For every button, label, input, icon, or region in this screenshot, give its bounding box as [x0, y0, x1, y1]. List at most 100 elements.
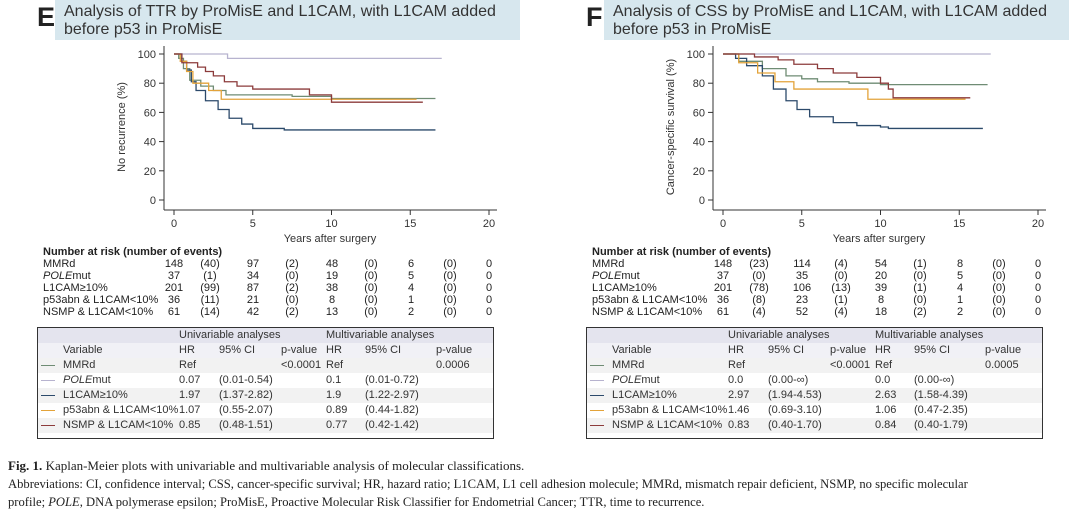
stats-cell: <0.0001 — [281, 359, 322, 371]
stats-cell: (0.00-∞) — [914, 374, 955, 386]
risk-count: (78) — [749, 282, 769, 294]
legend-line — [41, 395, 55, 397]
risk-count: 4 — [956, 282, 964, 294]
risk-count: 2 — [956, 306, 964, 318]
risk-count: 0 — [1034, 258, 1042, 270]
stats-cell: (0.42-1.42) — [365, 419, 419, 431]
x-tick-label: 20 — [483, 218, 495, 230]
risk-count: 37 — [716, 270, 730, 282]
risk-count: (0) — [913, 270, 927, 282]
stats-cell: 0.07 — [179, 374, 201, 386]
risk-count: 5 — [956, 270, 964, 282]
legend-line — [590, 410, 604, 412]
y-tick-label: 0 — [150, 195, 156, 207]
stats-cell: 0.0 — [875, 374, 891, 386]
legend-line — [590, 380, 604, 382]
stats-cell: (0.40-1.70) — [768, 419, 822, 431]
risk-count: 97 — [246, 258, 260, 270]
stats-cell: (0.48-1.51) — [219, 419, 273, 431]
variable-label: POLEmut — [612, 374, 660, 386]
stats-group-header-row: Univariable analyses Multivariable analys… — [38, 328, 493, 343]
caption-italic: POLE — [48, 495, 80, 509]
risk-count: 6 — [407, 258, 415, 270]
stats-cell: 1.06 — [875, 404, 897, 416]
variable-label: p53abn & L1CAM<10% — [63, 404, 178, 416]
km-curve-polemut — [174, 53, 442, 60]
x-tick-label: 0 — [171, 218, 177, 230]
risk-count: 39 — [874, 282, 888, 294]
risk-count: (4) — [834, 306, 848, 318]
stats-cell: (0.47-2.35) — [914, 404, 968, 416]
risk-count: 0 — [485, 270, 493, 282]
risk-count: 1 — [956, 294, 964, 306]
risk-count: 23 — [795, 294, 809, 306]
km-curve-l1cam-10- — [723, 53, 983, 130]
risk-count: (0) — [992, 282, 1006, 294]
risk-count: (2) — [913, 306, 927, 318]
y-tick-label: 60 — [693, 107, 705, 119]
y-tick-label: 100 — [687, 49, 705, 61]
y-tick-label: 60 — [144, 107, 156, 119]
stats-row: MMRd Ref <0.0001 Ref 0.0005 — [587, 358, 1042, 373]
risk-count: (0) — [992, 306, 1006, 318]
risk-count: (0) — [443, 306, 457, 318]
risk-count: (1) — [913, 282, 927, 294]
label-text: MMRd — [592, 258, 625, 270]
risk-count: (1) — [913, 258, 927, 270]
column-header: 95% CI — [219, 344, 256, 356]
y-tick-label: 20 — [144, 166, 156, 178]
risk-row-label: MMRd — [592, 258, 624, 270]
risk-row-label: L1CAM≥10% — [592, 282, 657, 294]
stats-table: Univariable analyses Multivariable analys… — [37, 327, 494, 439]
label-text: p53abn & L1CAM<10% — [63, 404, 179, 416]
risk-count: 36 — [716, 294, 730, 306]
stats-cell: 2.97 — [728, 389, 750, 401]
stats-cell: Ref — [326, 359, 344, 371]
risk-count: (8) — [752, 294, 766, 306]
risk-count: (0) — [443, 258, 457, 270]
panel-letter: E — [37, 2, 56, 32]
x-tick-label: 5 — [250, 218, 256, 230]
risk-count: 0 — [485, 258, 493, 270]
column-header: p-value — [436, 344, 473, 356]
stats-cell: 1.9 — [326, 389, 342, 401]
column-header: Variable — [63, 344, 103, 356]
stats-row: POLEmut 0.0 (0.00-∞) 0.0 (0.00-∞) — [587, 373, 1042, 388]
risk-count: (0) — [443, 282, 457, 294]
stats-cell: 0.84 — [875, 419, 897, 431]
label-italic: POLE — [612, 374, 642, 386]
km-curve-l1cam-10- — [174, 53, 436, 131]
stats-cell: 0.83 — [728, 419, 750, 431]
risk-count: (99) — [200, 282, 220, 294]
stats-cell: (0.69-3.10) — [768, 404, 822, 416]
risk-count: 148 — [713, 258, 733, 270]
stats-row: NSMP & L1CAM<10% 0.83 (0.40-1.70) 0.84 (0.40… — [587, 418, 1042, 433]
title-line-2: before p53 in ProMisE — [613, 21, 772, 38]
risk-count: (11) — [200, 294, 220, 306]
risk-count: 48 — [325, 258, 339, 270]
stats-cell: 1.97 — [179, 389, 201, 401]
stats-group-header-row: Univariable analyses Multivariable analys… — [587, 328, 1042, 343]
column-header: HR — [875, 344, 891, 356]
group-header: Univariable analyses — [728, 329, 830, 341]
column-header: 95% CI — [914, 344, 951, 356]
risk-count: 21 — [246, 294, 260, 306]
risk-count: (4) — [834, 258, 848, 270]
risk-count: (0) — [285, 294, 299, 306]
label-text: L1CAM≥10% — [612, 389, 677, 401]
stats-cell: 1.46 — [728, 404, 750, 416]
y-tick-label: 80 — [144, 78, 156, 90]
risk-count: (0) — [992, 294, 1006, 306]
column-header: p-value — [281, 344, 318, 356]
risk-row-label: POLEmut — [592, 270, 640, 282]
risk-count: 8 — [956, 258, 964, 270]
risk-row-label: p53abn & L1CAM<10% — [592, 294, 707, 306]
risk-count: (2) — [285, 258, 299, 270]
risk-count: (2) — [285, 306, 299, 318]
label-text: MMRd — [612, 359, 645, 371]
stats-column-header-row: Variable HR 95% CI p-value HR 95% CI p-value — [38, 343, 493, 358]
km-curve-p53abn-l1cam-10- — [174, 53, 417, 100]
label-text: NSMP & L1CAM<10% — [43, 306, 154, 318]
caption-title: Fig. 1. Kaplan-Meier plots with univaria… — [8, 458, 524, 474]
variable-label: MMRd — [63, 359, 95, 371]
